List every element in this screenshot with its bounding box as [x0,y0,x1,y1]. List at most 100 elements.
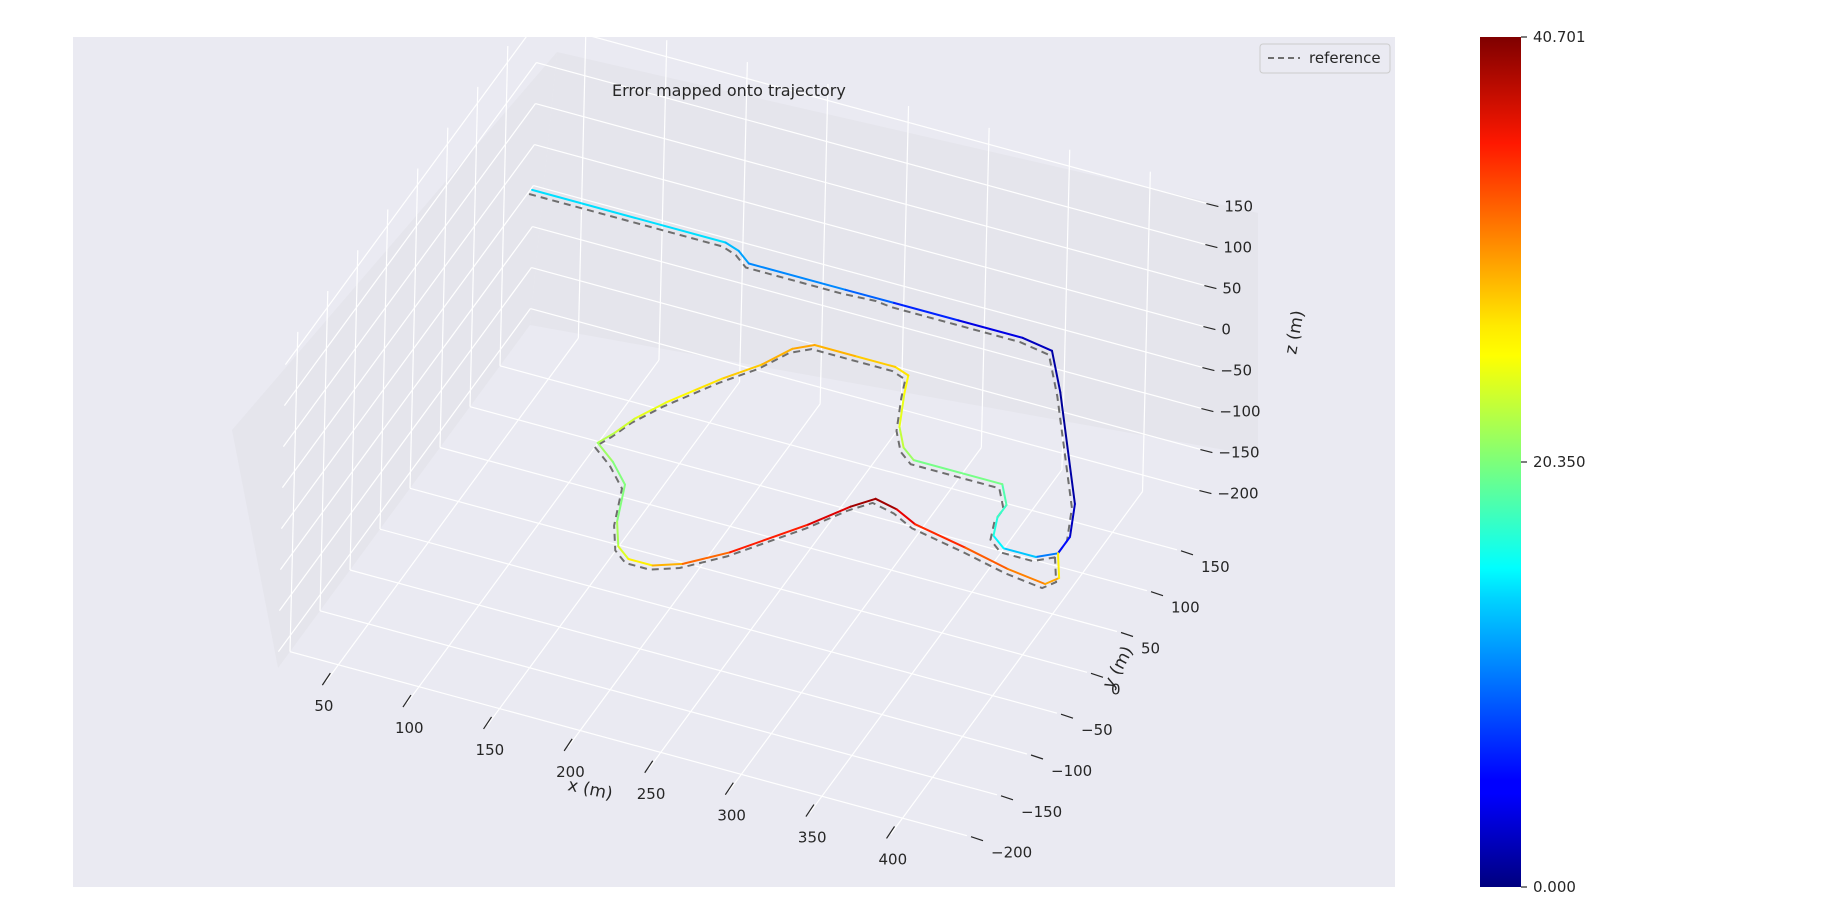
y-tick-label-1: −150 [1021,803,1062,821]
z-axis-ticks: −200 −150 −100 −50 0 50 100 150 [1199,198,1261,503]
y-tick-mark-3 [1060,713,1074,719]
y-tick-label-4: 0 [1111,680,1121,698]
trajectory-segment-40 [627,558,654,567]
trajectory-segment-13 [1034,552,1059,558]
y-tick-mark-6 [1150,591,1164,597]
trajectory-segment-17 [996,504,1008,519]
x-tick-mark-2 [483,716,493,730]
z-tick-mark-2 [1201,408,1214,413]
back-pane [530,52,1258,456]
trajectory-segment-52 [1057,552,1061,579]
x-tick-label-1: 100 [395,719,424,737]
x-tick-mark-3 [563,738,573,752]
grid-z-back-6 [536,62,1214,248]
trajectory-segment-8 [1051,349,1062,394]
colorbar-tick-max: 40.701 [1533,28,1586,46]
grid-z-back-5 [535,103,1213,289]
z-tick-mark-4 [1203,326,1216,331]
trajectory-segment-2 [737,249,750,265]
trajectory-segment-36 [611,460,626,486]
legend-box [1259,43,1391,74]
grid-x-back-1 [658,40,668,361]
grid-y-side-7 [499,46,509,366]
trajectory-segment-33 [613,417,636,434]
trajectory-segment-11 [1069,503,1076,538]
trajectory-segment-0 [531,188,727,244]
x-tick-mark-4 [644,760,654,774]
y-tick-mark-2 [1030,754,1044,760]
grid-y-side-3 [379,209,389,530]
trajectory-segment-34 [596,431,616,444]
grid-z-side-4 [281,144,535,488]
legend-label-reference: reference [1309,49,1381,67]
grid-y-side-0 [289,331,299,652]
grid-y-floor-2 [349,569,1028,755]
trajectory-segment-28 [760,347,794,366]
trajectory-segment-32 [633,401,667,420]
reference-trajectory [528,193,1073,590]
z-tick-mark-3 [1202,367,1215,372]
grid-y-floor-6 [469,406,1148,592]
z-tick-mark-7 [1206,203,1219,208]
z-tick-label-7: 150 [1224,198,1253,216]
grid-x-back-3 [819,84,829,404]
grid-z-side-6 [283,62,537,406]
x-tick-label-7: 400 [879,850,908,868]
grid-y-side-4 [409,168,419,489]
x-tick-label-2: 150 [476,741,505,759]
trajectory-segment-5 [892,301,960,322]
x-tick-label-4: 250 [637,785,666,803]
trajectory-segment-21 [898,425,905,449]
grid-x-back-0 [577,18,587,339]
x-tick-label-0: 50 [314,697,333,715]
grid-y-side-2 [349,250,359,571]
trajectory-segment-16 [992,516,999,537]
grid-y-floor-0 [289,651,968,837]
trajectory-segment-3 [747,262,847,291]
trajectory-segment-10 [1066,447,1076,505]
grid-z-back-0 [530,308,1208,494]
z-tick-label-2: −100 [1219,403,1260,421]
trajectory-segment-45 [849,497,877,508]
x-axis-ticks: 50 100 150 200 250 300 350 400 [314,672,908,868]
chart-title: Error mapped onto trajectory [612,81,846,100]
y-tick-mark-5 [1120,631,1134,638]
grid-y-floor-7 [499,365,1178,551]
grid-z-side-0 [277,308,531,652]
trajectory-segment-23 [903,374,910,395]
trajectory-segment-39 [617,545,630,560]
colorbar-tick-min: 0.000 [1533,878,1576,896]
grid-x-back-5 [980,127,990,448]
z-tick-label-4: 0 [1221,321,1231,339]
trajectory-segment-22 [898,392,906,428]
z-tick-label-6: 100 [1223,239,1252,257]
left-pane [232,52,557,668]
trajectory-segment-42 [681,551,731,565]
trajectory-segment-44 [807,505,852,526]
grid-z-side-5 [282,103,536,447]
trajectory-segment-41 [651,562,684,567]
trajectory-segment-7 [1021,336,1053,352]
colorbar-tick-mid: 20.350 [1533,453,1586,471]
x-tick-mark-0 [321,672,331,686]
z-tick-mark-1 [1200,449,1213,454]
grid-y-side-6 [469,86,479,407]
trajectory-segment-46 [874,497,898,511]
y-tick-mark-0 [970,836,984,842]
z-tick-mark-5 [1204,285,1217,290]
x-tick-mark-1 [402,694,412,708]
y-axis-ticks: −200 −150 −100 −50 0 50 100 150 [970,550,1230,862]
x-tick-mark-7 [886,826,896,839]
grid-z-side-7 [284,21,538,365]
trajectory-segment-43 [729,523,810,554]
grid-y-floor-5 [439,446,1118,633]
trajectory-segment-12 [1057,535,1071,555]
grid-z-side-3 [280,185,534,529]
trajectory-segment-15 [992,534,1005,550]
trajectory-segment-50 [1006,568,1047,585]
z-tick-mark-6 [1205,244,1218,249]
grid-y-floor-3 [379,528,1058,714]
x-tick-label-5: 300 [717,807,746,825]
z-tick-label-5: 50 [1222,280,1241,298]
